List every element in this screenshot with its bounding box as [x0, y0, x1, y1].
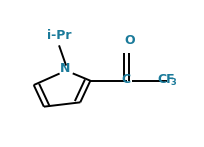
Text: C: C	[120, 74, 130, 86]
Text: O: O	[124, 34, 134, 47]
Text: N: N	[60, 62, 70, 75]
Text: 3: 3	[169, 78, 175, 87]
Text: CF: CF	[156, 74, 174, 86]
Text: i-Pr: i-Pr	[47, 30, 71, 42]
